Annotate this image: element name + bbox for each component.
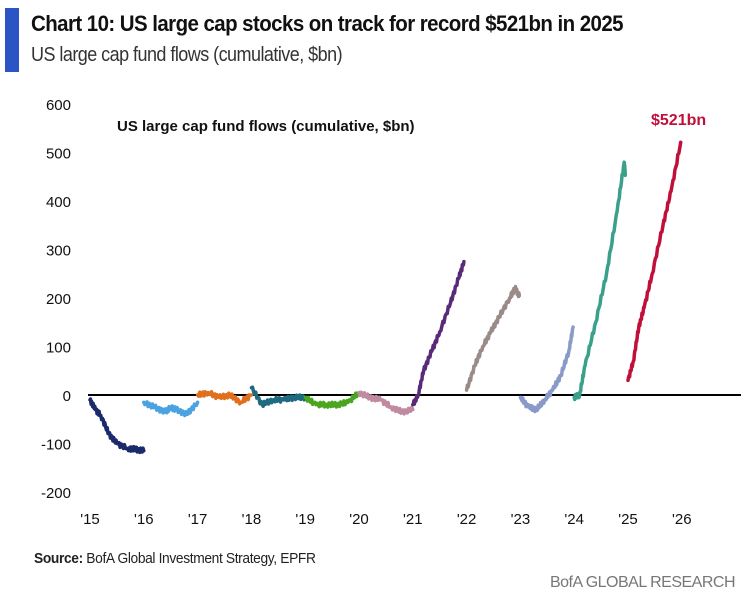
x-tick-label: '17: [188, 511, 208, 528]
y-tick-label: 300: [46, 243, 71, 260]
y-tick-label: 200: [46, 291, 71, 308]
x-tick-label: '22: [457, 511, 477, 528]
x-tick-label: '25: [618, 511, 638, 528]
y-tick-label: 100: [46, 340, 71, 357]
x-tick-label: '21: [403, 511, 423, 528]
series-line-2020: [357, 390, 415, 416]
y-tick-label: 0: [63, 388, 71, 405]
x-tick-label: '15: [80, 511, 100, 528]
x-tick-label: '18: [242, 511, 262, 528]
series-line-2022: [464, 284, 522, 392]
series-line-2019: [303, 390, 361, 409]
series-line-2015: [88, 397, 146, 455]
series-line-2024: [572, 160, 628, 402]
series-line-2016: [142, 400, 200, 418]
chart-subtitle: US large cap fund flows (cumulative, $bn…: [31, 44, 343, 66]
y-tick-label: 500: [46, 146, 71, 163]
x-tick-label: '24: [564, 511, 584, 528]
x-tick-label: '19: [295, 511, 315, 528]
x-tick-label: '23: [511, 511, 531, 528]
source-label: Source:: [34, 550, 83, 567]
y-tick-label: 600: [46, 97, 71, 114]
y-tick-label: 400: [46, 194, 71, 211]
x-tick-label: '20: [349, 511, 369, 528]
source-text: BofA Global Investment Strategy, EPFR: [86, 550, 316, 567]
x-tick-label: '16: [134, 511, 154, 528]
chart-title: Chart 10: US large cap stocks on track f…: [31, 11, 624, 36]
annotation-521bn: $521bn: [651, 112, 706, 129]
y-tick-label: -200: [41, 485, 71, 502]
series-line-2021: [411, 259, 466, 407]
x-tick-label: '26: [672, 511, 692, 528]
series-line-2017: [195, 389, 254, 406]
title-accent-bar: [5, 8, 19, 72]
inner-chart-title: US large cap fund flows (cumulative, $bn…: [117, 118, 415, 135]
brand-label: BofA GLOBAL RESEARCH: [549, 574, 736, 591]
series-line-2025: [626, 140, 683, 383]
source-note: Source: BofA Global Investment Strategy,…: [34, 550, 316, 567]
y-tick-label: -100: [41, 437, 71, 454]
series-line-2018: [249, 385, 307, 409]
series-line-2023: [518, 325, 575, 414]
